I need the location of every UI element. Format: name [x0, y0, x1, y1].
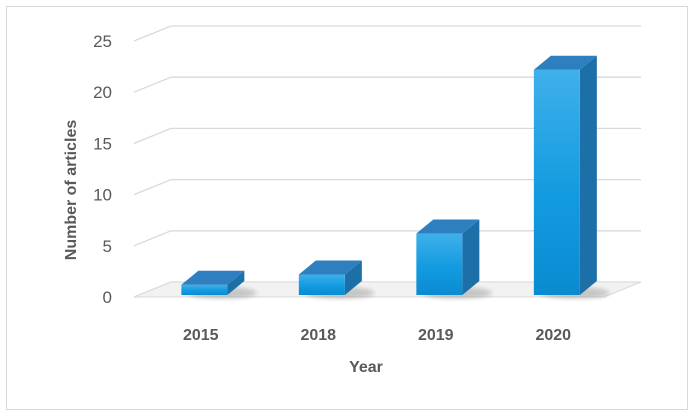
bar-top	[533, 55, 597, 70]
y-tick-label: 10	[93, 186, 112, 205]
bar-front	[298, 274, 345, 295]
bar-top	[181, 270, 245, 285]
y-axis-ticks: 0 5 10 15 20 25	[93, 32, 112, 307]
bar-2018	[298, 260, 375, 299]
y-tick-label: 20	[93, 83, 112, 102]
bar-side	[344, 260, 362, 295]
x-category-label: 2019	[418, 327, 454, 344]
y-tick-label: 0	[103, 288, 112, 307]
bar-2020	[533, 55, 610, 299]
bar-front	[181, 284, 228, 295]
gridline-10	[133, 178, 641, 196]
bar-top	[298, 260, 362, 275]
bar-2019	[416, 219, 492, 299]
gridline-25	[133, 25, 641, 42]
x-axis-title: Year	[349, 359, 383, 376]
bar-front	[533, 69, 580, 295]
x-axis-categories: 2015 2018 2019 2020	[183, 327, 571, 344]
x-category-label: 2020	[535, 327, 571, 344]
bar-front	[416, 233, 463, 295]
bar-side	[579, 55, 597, 295]
y-axis-title: Number of articles	[63, 120, 80, 261]
gridline-5	[133, 230, 641, 247]
bar-2015	[181, 270, 257, 299]
y-tick-label: 15	[93, 134, 112, 153]
y-tick-label: 5	[103, 237, 112, 256]
x-category-label: 2018	[300, 327, 336, 344]
bar-side	[227, 270, 245, 295]
gridline-15	[133, 127, 641, 145]
bars	[181, 55, 610, 299]
y-tick-label: 25	[93, 32, 112, 51]
bar-top	[416, 219, 480, 234]
bar-side	[462, 219, 480, 295]
gridline-20	[133, 76, 641, 93]
x-category-label: 2015	[183, 327, 219, 344]
